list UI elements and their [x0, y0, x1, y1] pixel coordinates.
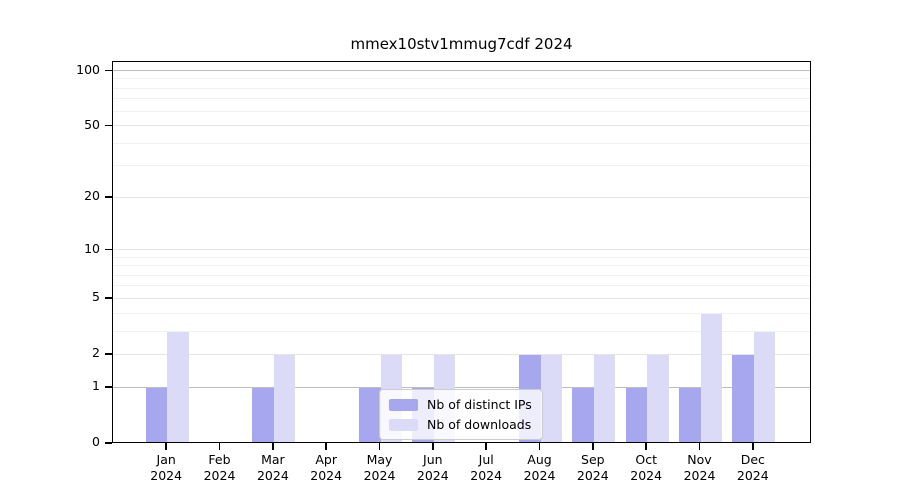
x-tick-mark-apr [325, 443, 327, 450]
bar-distinct-ips-jan [145, 387, 168, 442]
y-tick-mark-1 [105, 386, 112, 388]
y-tick-mark-100 [105, 69, 112, 72]
x-tick-label-nov: Nov 2024 [683, 452, 716, 483]
x-tick-mark-jul [485, 443, 487, 450]
gridline-y-8 [113, 265, 810, 267]
bar-distinct-ips-nov [679, 387, 701, 442]
x-tick-label-jun: Jun 2024 [416, 452, 449, 483]
x-tick-mark-feb [218, 443, 221, 450]
bar-distinct-ips-sep [572, 387, 594, 442]
x-tick-label-dec: Dec 2024 [736, 452, 769, 483]
legend-label-downloads: Nb of downloads [427, 417, 532, 432]
x-tick-label-jan: Jan 2024 [150, 452, 183, 483]
gridline-y-20 [113, 196, 810, 198]
bar-downloads-jan [167, 331, 189, 442]
legend-item-distinct-ips: Nb of distinct IPs [389, 397, 532, 412]
y-tick-label-5: 5 [92, 289, 100, 305]
x-tick-mark-aug [538, 443, 541, 450]
bar-downloads-mar [273, 355, 296, 442]
x-tick-label-jul: Jul 2024 [470, 452, 503, 483]
gridline-y-100 [113, 70, 810, 71]
chart-title: mmex10stv1mmug7cdf 2024 [350, 35, 573, 53]
x-tick-mark-dec [752, 443, 754, 450]
y-tick-mark-10 [105, 248, 112, 251]
x-tick-label-feb: Feb 2024 [203, 452, 236, 483]
x-tick-label-oct: Oct 2024 [630, 452, 663, 483]
gridline-y-30 [113, 165, 810, 167]
bar-distinct-ips-dec [732, 355, 754, 442]
legend-label-distinct-ips: Nb of distinct IPs [427, 397, 532, 412]
legend-item-downloads: Nb of downloads [389, 417, 532, 432]
x-tick-mark-jun [432, 443, 434, 450]
bar-downloads-sep [593, 355, 616, 442]
x-tick-mark-mar [272, 443, 274, 450]
y-tick-label-100: 100 [76, 61, 100, 77]
y-tick-label-20: 20 [84, 188, 100, 204]
x-tick-label-sep: Sep 2024 [576, 452, 609, 483]
gridline-y-40 [113, 142, 810, 144]
gridline-y-6 [113, 285, 810, 287]
x-tick-mark-jan [165, 443, 167, 450]
x-tick-mark-oct [645, 443, 647, 450]
gridline-y-2 [113, 353, 810, 355]
gridline-y-70 [113, 98, 810, 100]
y-tick-label-50: 50 [84, 116, 100, 132]
legend-swatch-distinct-ips [389, 398, 418, 411]
gridline-y-5 [113, 297, 810, 299]
legend: Nb of distinct IPs Nb of downloads [379, 389, 543, 440]
bar-distinct-ips-may [359, 387, 381, 442]
y-tick-mark-5 [105, 297, 112, 299]
gridline-y-60 [113, 110, 810, 112]
y-tick-mark-50 [105, 124, 112, 127]
gridline-y-10 [113, 248, 810, 250]
y-tick-mark-20 [105, 196, 112, 198]
gridline-y-1 [113, 386, 810, 388]
y-tick-label-2: 2 [92, 345, 100, 361]
y-tick-mark-2 [105, 353, 112, 355]
bar-distinct-ips-mar [252, 387, 274, 442]
x-tick-label-mar: Mar 2024 [256, 452, 289, 483]
gridline-y-4 [113, 312, 810, 314]
x-tick-label-apr: Apr 2024 [310, 452, 343, 483]
gridline-y-9 [113, 256, 810, 258]
bar-downloads-oct [647, 355, 669, 442]
x-tick-mark-nov [698, 443, 701, 450]
gridline-y-3 [113, 330, 810, 332]
gridline-y-80 [113, 87, 810, 89]
gridline-y-50 [113, 125, 810, 127]
x-tick-label-may: May 2024 [363, 452, 396, 483]
x-tick-mark-may [378, 443, 381, 450]
bar-downloads-dec [753, 331, 776, 442]
y-tick-label-0: 0 [92, 434, 100, 449]
y-tick-label-10: 10 [84, 240, 100, 256]
legend-swatch-downloads [389, 418, 418, 431]
x-tick-label-aug: Aug 2024 [523, 452, 556, 483]
gridline-y-90 [113, 78, 810, 80]
y-tick-mark-0 [105, 442, 112, 444]
bar-distinct-ips-oct [625, 387, 648, 442]
y-tick-label-1: 1 [92, 378, 100, 394]
bar-downloads-aug [540, 355, 562, 442]
x-tick-mark-sep [592, 443, 594, 450]
bar-downloads-nov [700, 313, 722, 442]
plot-area: Nb of distinct IPs Nb of downloads [112, 61, 811, 443]
gridline-y-7 [113, 274, 810, 276]
